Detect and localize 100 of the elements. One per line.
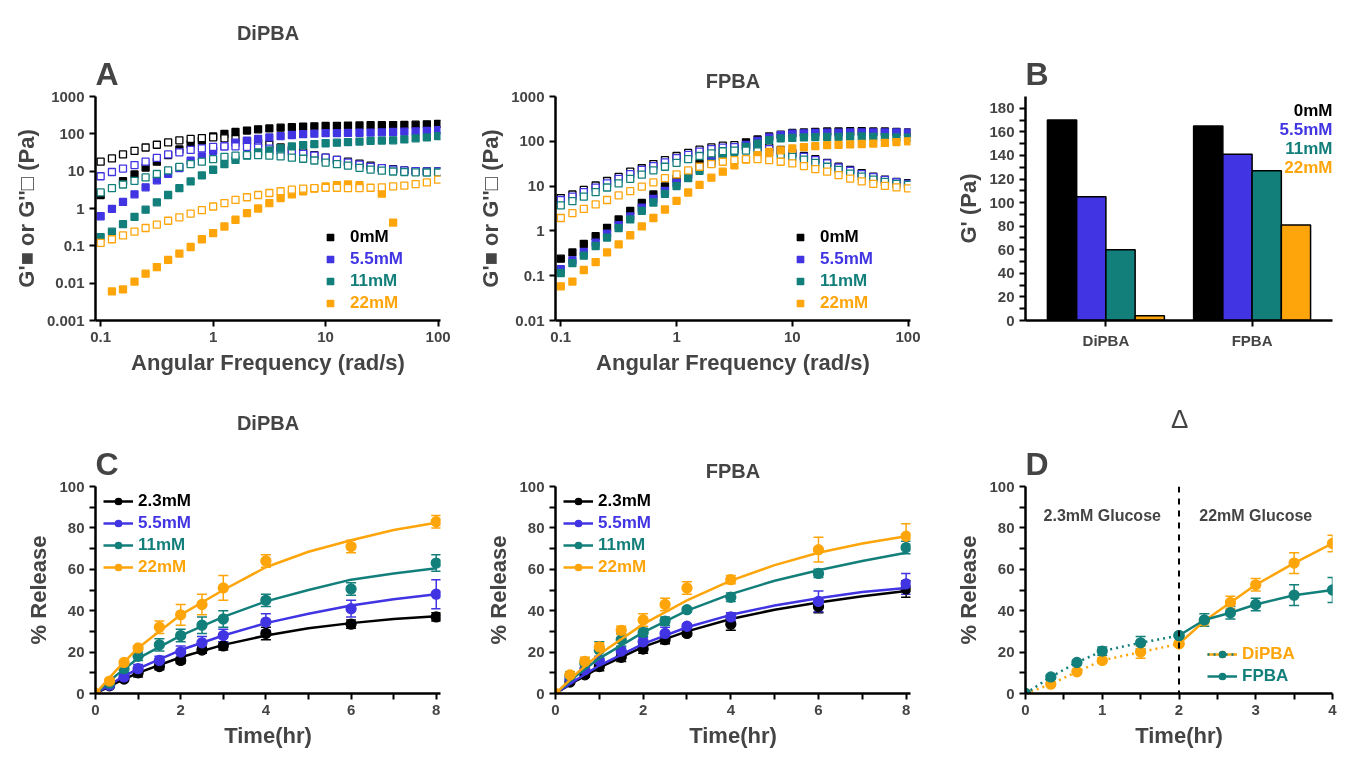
y-tick-label: 0 xyxy=(1006,684,1015,702)
series-label: 5.5mM xyxy=(1279,120,1333,140)
text: C xyxy=(95,445,119,482)
annotation: 22mM Glucose xyxy=(1199,506,1313,524)
legend-label: 11mM xyxy=(138,534,186,556)
text: 0mM xyxy=(1293,100,1333,120)
x-tick-label: 0 xyxy=(551,700,560,718)
x-tick-label: FPBA xyxy=(1231,331,1273,349)
y-tick-label: 0.01 xyxy=(515,311,545,329)
y-tick-label: 80 xyxy=(67,518,85,536)
legend-label: 11mM xyxy=(820,270,868,292)
x-tick-label: 0.1 xyxy=(550,327,572,345)
chart-title: DiPBA xyxy=(236,21,300,44)
x-axis-title: Time(hr) xyxy=(689,722,777,748)
y-axis-title: % Release xyxy=(26,535,52,645)
x-tick-label: 4 xyxy=(1328,700,1338,718)
annotation: 2.3mM Glucose xyxy=(1043,506,1162,524)
y-tick-label: 60 xyxy=(997,240,1015,258)
y-tick-label: 20 xyxy=(997,643,1015,661)
y-tick-label: 100 xyxy=(59,477,85,495)
legend-label: FPBA xyxy=(1242,665,1289,687)
x-tick-label: 3 xyxy=(1251,700,1260,718)
text: 22mM xyxy=(1284,158,1333,178)
x-tick-label: 1 xyxy=(672,327,681,345)
y-tick-label: 100 xyxy=(59,124,85,142)
y-tick-label: 120 xyxy=(989,170,1015,188)
x-tick-label: 0.1 xyxy=(90,327,112,345)
y-tick-label: 40 xyxy=(997,601,1015,619)
y-tick-label: 0 xyxy=(76,684,85,702)
y-axis-title: G' (Pa) xyxy=(956,173,982,244)
y-axis-title: % Release xyxy=(486,535,512,645)
legend-label: 2.3mM xyxy=(598,490,651,512)
y-tick-label: 160 xyxy=(989,122,1015,140)
y-tick-label: 0 xyxy=(1006,311,1015,329)
x-tick-label: 1 xyxy=(1098,700,1107,718)
ref-line-label: Δ xyxy=(1171,403,1189,434)
y-tick-label: 40 xyxy=(527,601,545,619)
x-tick-label: 6 xyxy=(346,700,356,718)
y-tick-label: 0.01 xyxy=(55,274,85,292)
x-tick-label: 4 xyxy=(261,700,271,718)
chart-title: FPBA xyxy=(705,459,761,482)
series-label: 11mM xyxy=(1285,139,1333,159)
text: B xyxy=(1025,55,1049,92)
y-tick-label: 20 xyxy=(527,643,545,661)
x-tick-label: 4 xyxy=(726,700,736,718)
y-tick-label: 20 xyxy=(67,643,85,661)
legend-label: 5.5mM xyxy=(820,248,873,270)
y-tick-label: 100 xyxy=(989,193,1015,211)
x-axis-title: Angular Frequency (rad/s) xyxy=(596,349,870,375)
y-tick-label: 180 xyxy=(989,99,1015,117)
y-tick-label: 1 xyxy=(536,221,545,239)
legend-label: 2.3mM xyxy=(138,490,191,512)
y-tick-label: 100 xyxy=(519,132,545,150)
y-tick-label: 100 xyxy=(519,477,545,495)
y-tick-label: 60 xyxy=(527,560,545,578)
legend-label: 11mM xyxy=(350,270,398,292)
x-tick-label: 0 xyxy=(1021,700,1030,718)
x-tick-label: DiPBA xyxy=(1082,331,1130,349)
legend-label: 22mM xyxy=(820,292,869,314)
text: D xyxy=(1025,445,1049,482)
x-tick-label: 6 xyxy=(814,700,823,718)
legend-label: 11mM xyxy=(598,534,646,556)
y-tick-label: 10 xyxy=(527,177,545,195)
x-tick-label: 8 xyxy=(901,700,911,718)
y-tick-label: 0 xyxy=(536,684,545,702)
legend-label: 5.5mM xyxy=(350,248,403,270)
x-tick-label: 1 xyxy=(208,327,218,345)
x-tick-label: 2 xyxy=(1174,700,1184,718)
legend-label: 5.5mM xyxy=(598,512,651,534)
y-tick-label: 10 xyxy=(67,162,85,180)
y-tick-label: 60 xyxy=(997,560,1015,578)
x-axis-title: Time(hr) xyxy=(1135,722,1223,748)
x-tick-label: 100 xyxy=(895,327,921,345)
x-tick-label: 2 xyxy=(176,700,185,718)
x-tick-label: 8 xyxy=(432,700,441,718)
legend-label: 0mM xyxy=(820,226,859,248)
text: A xyxy=(95,55,119,92)
x-tick-label: 2 xyxy=(638,700,648,718)
x-tick-label: 0 xyxy=(91,700,100,718)
y-tick-label: 40 xyxy=(997,264,1015,282)
x-tick-label: 100 xyxy=(425,327,451,345)
legend-label: DiPBA xyxy=(1242,643,1295,665)
y-tick-label: 0.001 xyxy=(46,311,85,329)
chart-title: DiPBA xyxy=(236,411,300,434)
x-tick-label: 10 xyxy=(317,327,334,345)
y-tick-label: 0.1 xyxy=(523,266,545,284)
legend-label: 22mM xyxy=(138,556,187,578)
y-tick-label: 80 xyxy=(527,518,545,536)
chart-title: FPBA xyxy=(705,69,761,92)
legend-label: 22mM xyxy=(598,556,647,578)
y-axis-title: % Release xyxy=(956,535,982,645)
y-tick-label: 40 xyxy=(67,601,85,619)
legend-label: 0mM xyxy=(350,226,389,248)
y-tick-label: 20 xyxy=(997,287,1015,305)
y-axis-title: G'■ or G''□ (Pa) xyxy=(478,129,504,288)
x-axis-title: Time(hr) xyxy=(224,722,312,748)
y-tick-label: 1000 xyxy=(511,87,545,105)
y-tick-label: 1 xyxy=(76,199,85,217)
y-axis-title: G'■ or G''□ (Pa) xyxy=(13,129,39,288)
y-tick-label: 80 xyxy=(997,518,1015,536)
